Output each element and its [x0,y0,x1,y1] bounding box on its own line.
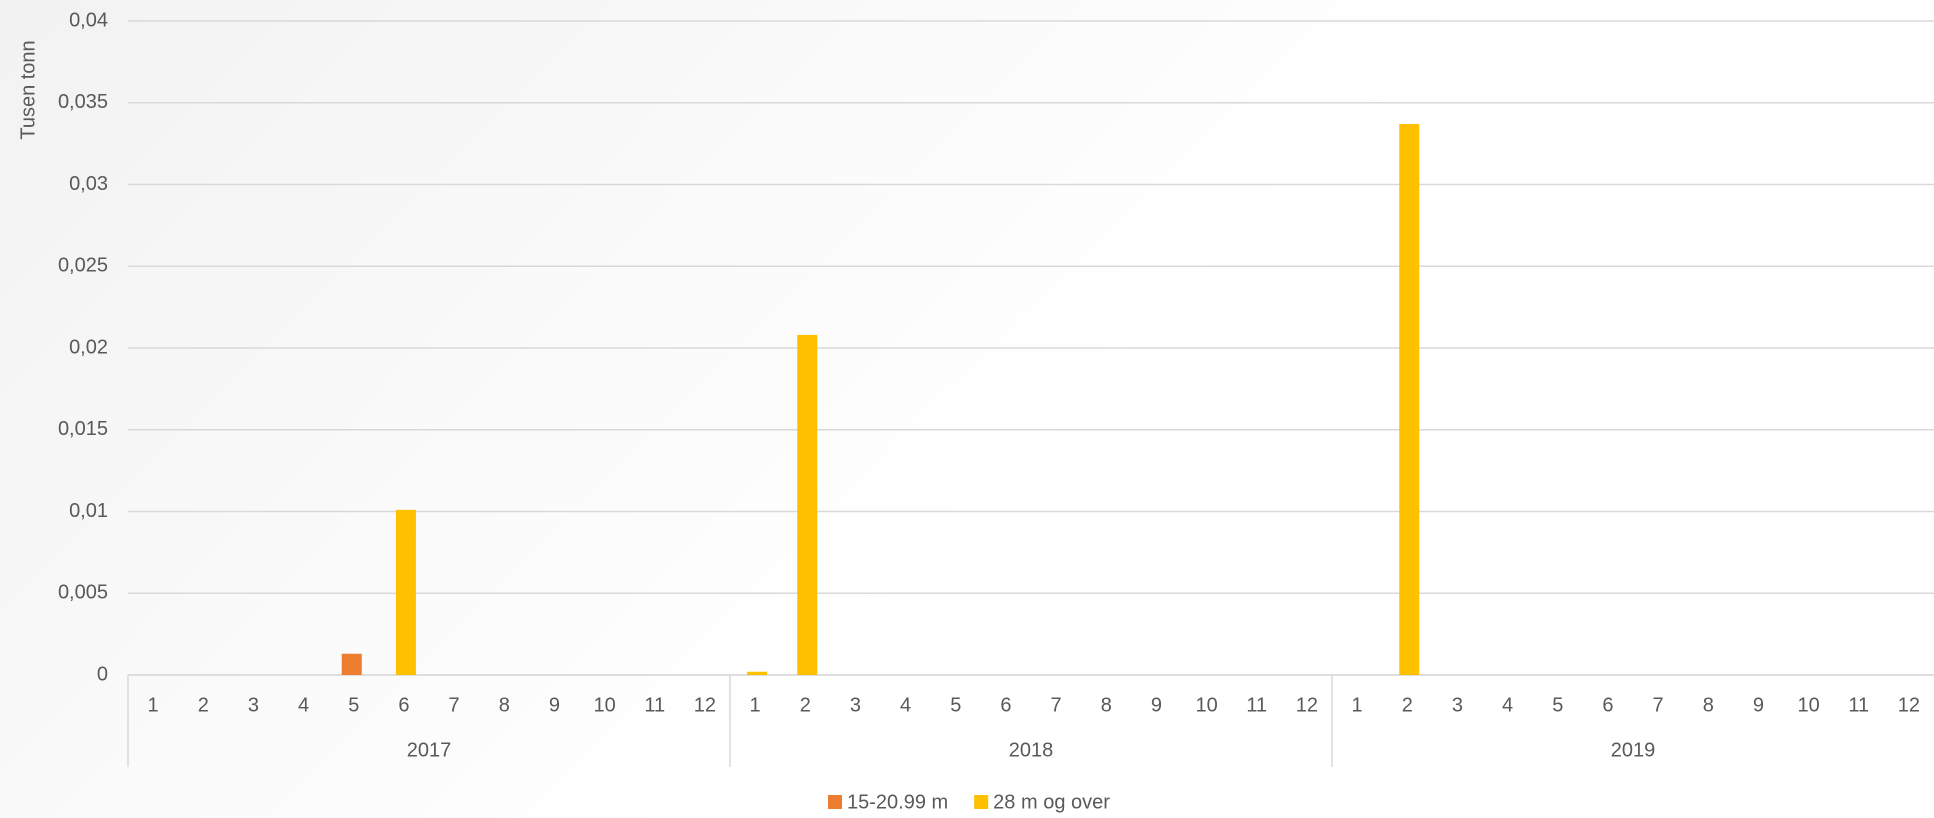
x-tick-label: 8 [499,694,510,716]
x-tick-label: 6 [1000,694,1011,716]
x-tick-label: 11 [1246,694,1267,716]
x-tick-label: 2 [800,694,811,716]
x-tick-label: 8 [1101,694,1112,716]
x-tick-label: 12 [694,694,716,716]
x-tick-label: 4 [298,694,309,716]
x-tick-label: 10 [1195,694,1217,716]
x-tick-label: 5 [950,694,961,716]
x-tick-label: 11 [1848,694,1869,716]
x-tick-label: 8 [1703,694,1714,716]
y-tick-label: 0,015 [58,418,108,440]
bar [747,671,768,675]
y-axis-label: Tusen tonn [17,40,39,139]
group-label: 2018 [1009,739,1054,761]
legend-swatch [828,795,842,809]
x-tick-label: 12 [1898,694,1920,716]
x-tick-label: 7 [1653,694,1664,716]
x-tick-label: 1 [750,694,761,716]
bar [395,509,416,675]
y-tick-label: 0,035 [58,91,108,113]
y-tick-label: 0,005 [58,582,108,604]
y-tick-label: 0 [97,663,108,685]
y-tick-label: 0,03 [69,173,108,195]
x-tick-label: 3 [1452,694,1463,716]
bar [797,334,818,675]
y-tick-label: 0,01 [69,500,108,522]
x-tick-label: 11 [644,694,665,716]
bar [341,653,362,675]
x-tick-label: 9 [549,694,560,716]
y-tick-label: 0,04 [69,9,108,31]
x-tick-label: 5 [1552,694,1563,716]
x-tick-label: 7 [449,694,460,716]
x-tick-label: 1 [1352,694,1363,716]
x-tick-label: 7 [1051,694,1062,716]
x-tick-label: 1 [148,694,159,716]
x-tick-label: 10 [1797,694,1819,716]
x-tick-label: 6 [1602,694,1613,716]
y-tick-label: 0,02 [69,336,108,358]
x-tick-label: 9 [1151,694,1162,716]
x-tick-label: 4 [900,694,911,716]
legend-label: 15-20.99 m [847,791,948,813]
x-tick-label: 3 [248,694,259,716]
legend-swatch [974,795,989,809]
x-tick-label: 6 [398,694,409,716]
x-tick-label: 2 [1402,694,1413,716]
bar [1399,124,1420,675]
x-tick-label: 4 [1502,694,1513,716]
x-tick-label: 5 [348,694,359,716]
x-tick-label: 9 [1753,694,1764,716]
legend-label: 28 m og over [993,791,1110,813]
x-tick-label: 10 [593,694,615,716]
x-tick-label: 3 [850,694,861,716]
y-tick-label: 0,025 [58,255,108,277]
group-label: 2017 [407,739,452,761]
x-tick-label: 12 [1296,694,1318,716]
group-label: 2019 [1611,739,1656,761]
x-tick-label: 2 [198,694,209,716]
